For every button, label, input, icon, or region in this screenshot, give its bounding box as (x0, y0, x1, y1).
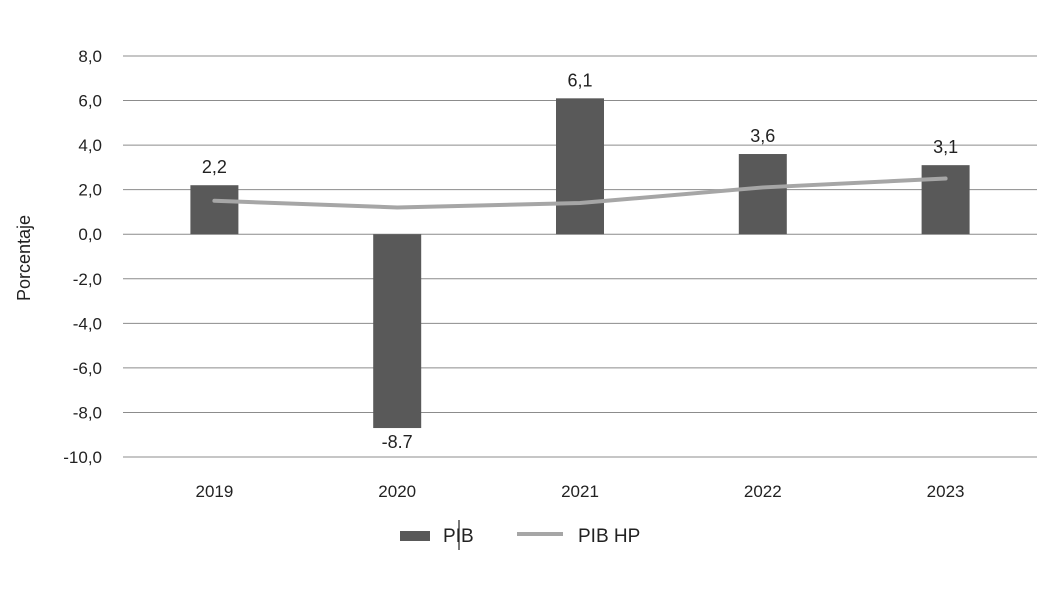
x-tick-label: 2021 (561, 482, 599, 501)
line-pib-hp (212, 176, 948, 210)
y-tick-label: -2,0 (73, 270, 102, 289)
legend: PIB PIB HP (400, 520, 640, 550)
data-label: 2,2 (202, 157, 227, 177)
bar-pib-2019 (190, 185, 239, 235)
x-tick-label: 2022 (744, 482, 782, 501)
y-tick-label: 6,0 (78, 92, 102, 111)
y-tick-label: 0,0 (78, 225, 102, 244)
y-tick-label: -8,0 (73, 403, 102, 422)
data-label: -8.7 (382, 432, 413, 452)
x-tick-label: 2020 (378, 482, 416, 501)
bar-pib-2023 (921, 165, 970, 235)
legend-label-pib-hp: PIB HP (578, 526, 640, 547)
data-label: 6,1 (567, 70, 592, 90)
bar-pib-2021 (556, 98, 604, 235)
bar-pib-2022 (738, 154, 787, 235)
data-label: 3,6 (750, 126, 775, 146)
legend-label-pib: PIB (443, 526, 474, 547)
y-tick-label: -6,0 (73, 359, 102, 378)
y-tick-label: -4,0 (73, 314, 102, 333)
y-axis-ticks: 8,0 6,0 4,0 2,0 0,0 -2,0 -4,0 -6,0 -8,0 -10,0 (63, 47, 102, 467)
x-tick-label: 2019 (195, 482, 233, 501)
bar-series (190, 98, 970, 429)
gridlines (123, 55, 1037, 458)
data-label: 3,1 (933, 137, 958, 157)
y-tick-label: 2,0 (78, 181, 102, 200)
legend-swatch-pib (400, 531, 430, 541)
bar-pib-2020 (373, 234, 422, 429)
y-tick-label: 4,0 (78, 136, 102, 155)
y-tick-label: 8,0 (78, 47, 102, 66)
y-axis-label: Porcentaje (14, 215, 34, 301)
line-series (212, 176, 948, 210)
data-labels: 2,2 -8.7 6,1 3,6 3,1 (202, 70, 958, 452)
x-axis-ticks: 2019 2020 2021 2022 2023 (195, 482, 964, 501)
y-tick-label: -10,0 (63, 448, 102, 467)
x-tick-label: 2023 (927, 482, 965, 501)
